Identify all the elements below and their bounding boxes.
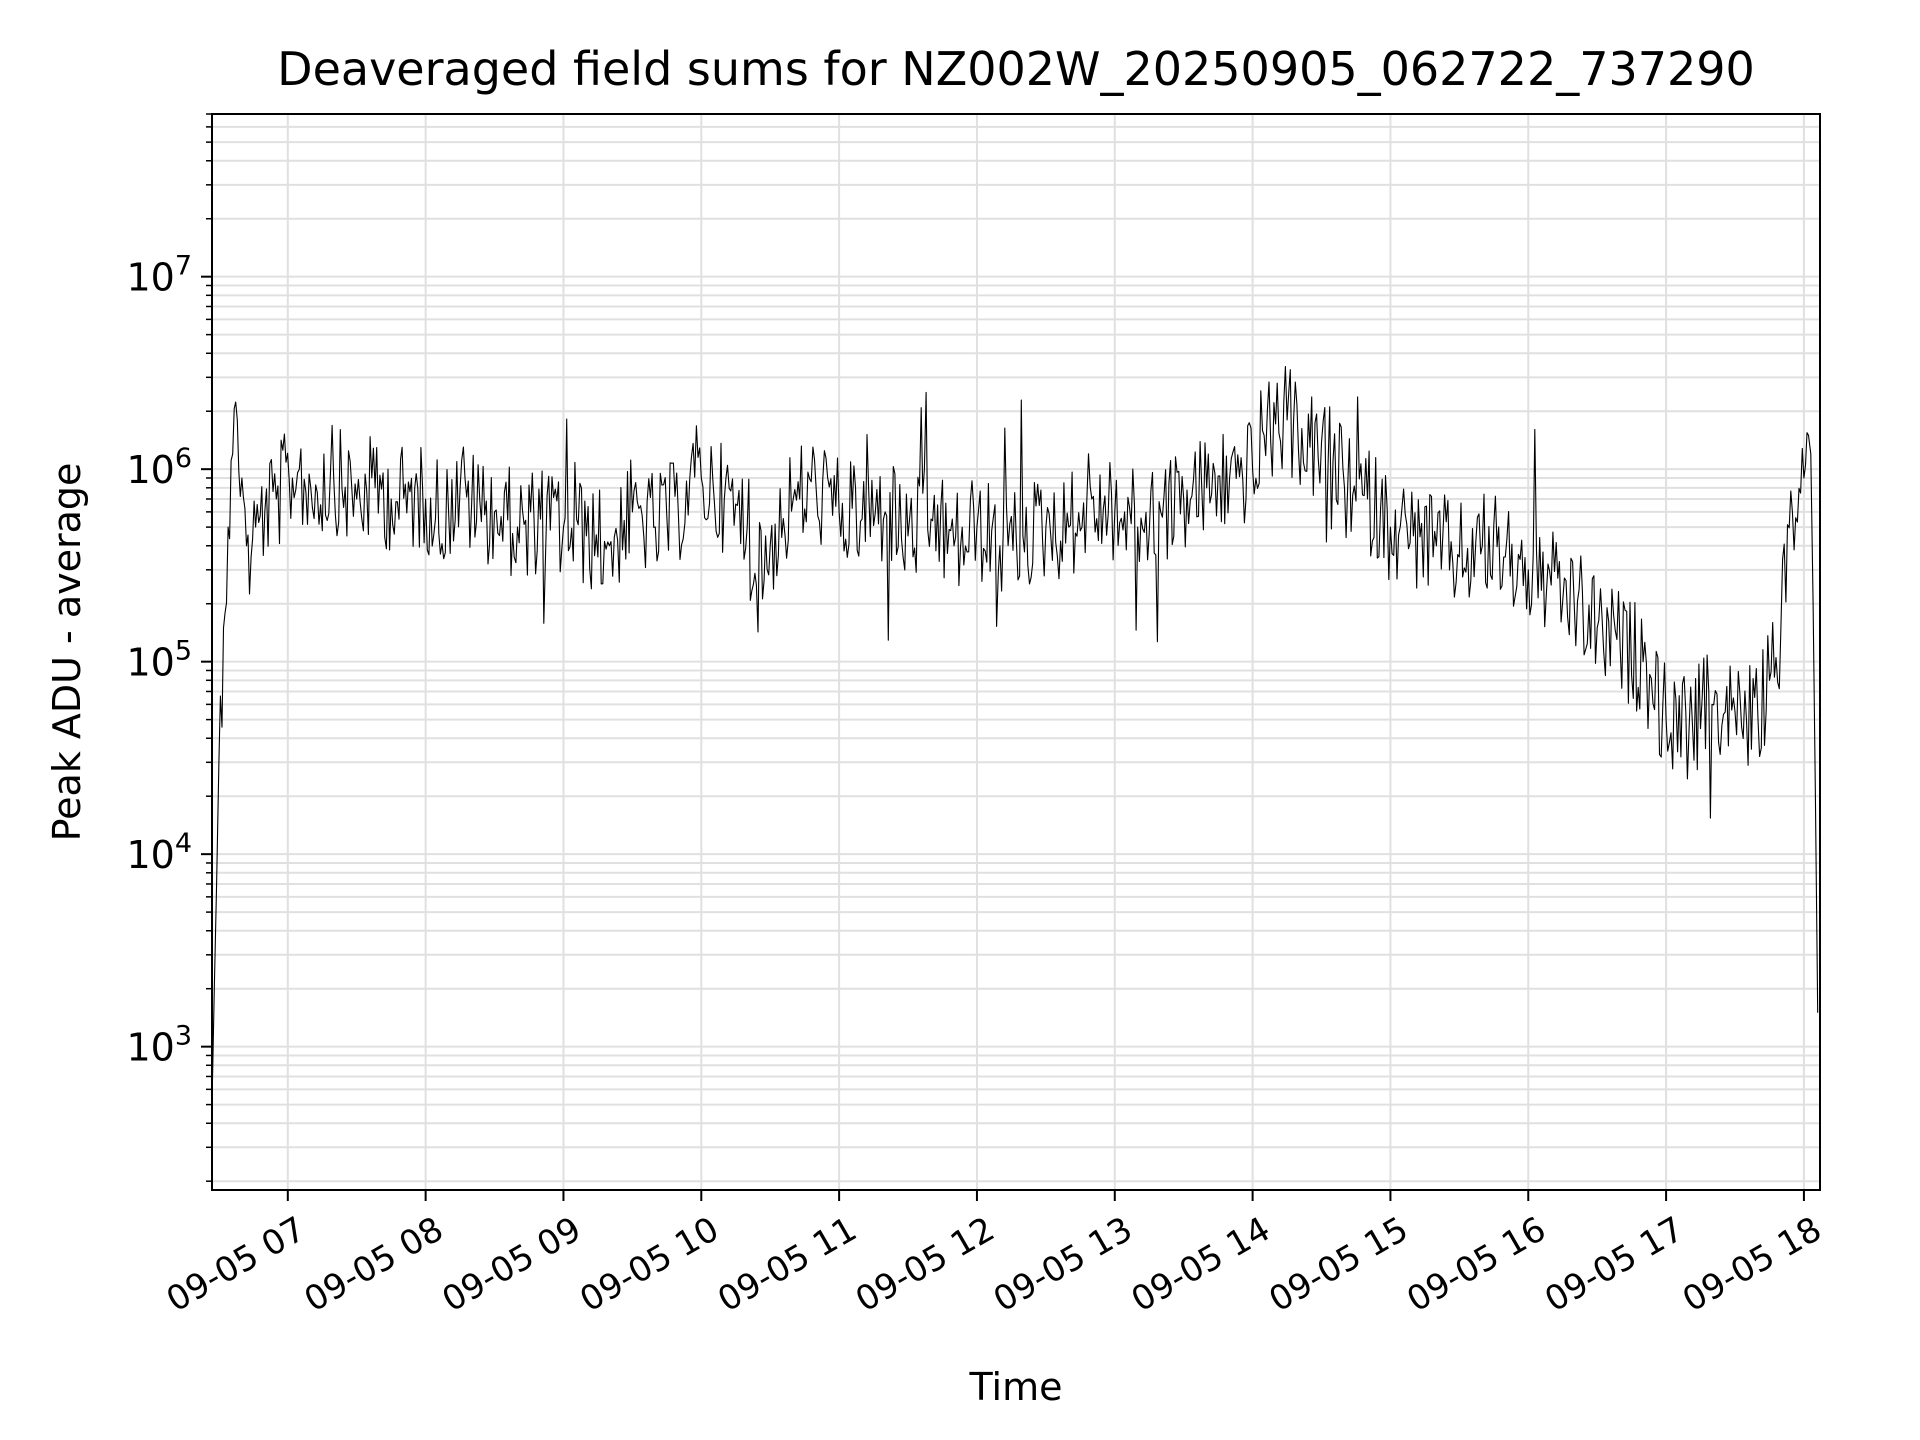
x-axis-label: Time <box>969 1365 1063 1409</box>
chart-title: Deaveraged field sums for NZ002W_2025090… <box>277 42 1755 96</box>
y-tick-label: 105 <box>126 636 192 685</box>
minor-gridlines <box>212 113 1820 1183</box>
plot-frame <box>211 113 1821 1191</box>
series-line <box>211 365 1819 1105</box>
y-tick-label: 106 <box>126 443 192 492</box>
major-gridlines <box>212 114 1820 1190</box>
y-axis-label: Peak ADU - average <box>45 463 89 842</box>
y-tick-label: 103 <box>126 1021 192 1070</box>
y-tick-label: 107 <box>126 251 192 300</box>
y-axis-ticks: 103 104 105 106 107 <box>126 113 212 1182</box>
y-tick-label: 104 <box>126 828 192 877</box>
